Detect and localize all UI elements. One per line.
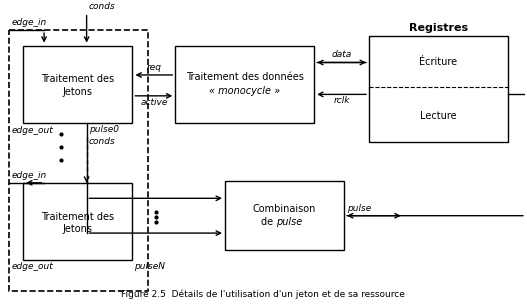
- Text: Combinaison: Combinaison: [253, 204, 316, 214]
- Text: Figure 2.5  Détails de l'utilisation d'un jeton et de sa ressource: Figure 2.5 Détails de l'utilisation d'un…: [121, 289, 405, 299]
- Text: pulse: pulse: [347, 204, 372, 213]
- Text: pulse: pulse: [277, 218, 303, 227]
- Text: pulseN: pulseN: [134, 262, 165, 271]
- Text: Registres: Registres: [409, 23, 468, 33]
- Bar: [175, 46, 314, 123]
- Text: req: req: [147, 63, 161, 72]
- Text: Écriture: Écriture: [419, 58, 457, 68]
- Bar: [23, 46, 132, 123]
- Text: edge_out: edge_out: [11, 262, 53, 271]
- Text: data: data: [331, 50, 352, 59]
- Text: edge_in: edge_in: [11, 171, 46, 180]
- Text: Jetons: Jetons: [63, 87, 93, 97]
- Text: edge_in: edge_in: [11, 18, 46, 27]
- Bar: [9, 30, 149, 291]
- Text: rclk: rclk: [334, 96, 350, 105]
- Text: pulse0: pulse0: [89, 125, 119, 134]
- Text: Traitement des: Traitement des: [41, 212, 114, 222]
- Text: edge_out: edge_out: [11, 126, 53, 135]
- Text: Lecture: Lecture: [420, 111, 457, 121]
- Text: conds: conds: [89, 137, 115, 146]
- Text: « monocycle »: « monocycle »: [209, 86, 280, 96]
- Text: Traitement des données: Traitement des données: [186, 72, 304, 81]
- Text: active: active: [140, 98, 168, 107]
- Text: de: de: [261, 218, 277, 227]
- Bar: [369, 36, 508, 142]
- Text: conds: conds: [89, 2, 115, 11]
- Bar: [225, 181, 344, 251]
- Text: Jetons: Jetons: [63, 224, 93, 234]
- Text: Traitement des: Traitement des: [41, 74, 114, 84]
- Bar: [23, 183, 132, 260]
